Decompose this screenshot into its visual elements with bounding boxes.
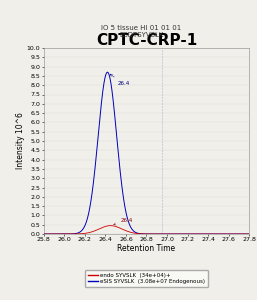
- Legend: endo SYVSLK  (34e+04)+, eSIS SYVSLK  (3.08e+07 Endogenous): endo SYVSLK (34e+04)+, eSIS SYVSLK (3.08…: [85, 270, 208, 287]
- Y-axis label: Intensity 10^6: Intensity 10^6: [16, 112, 25, 170]
- X-axis label: Retention Time: Retention Time: [117, 244, 176, 253]
- Text: 26.4: 26.4: [110, 74, 130, 86]
- Text: ESDTSYVSLK: ESDTSYVSLK: [119, 32, 163, 38]
- Title: CPTC-CRP-1: CPTC-CRP-1: [96, 33, 197, 48]
- Text: IO 5 tissue HI 01 01 01: IO 5 tissue HI 01 01 01: [101, 26, 181, 32]
- Text: 26.4: 26.4: [114, 218, 133, 225]
